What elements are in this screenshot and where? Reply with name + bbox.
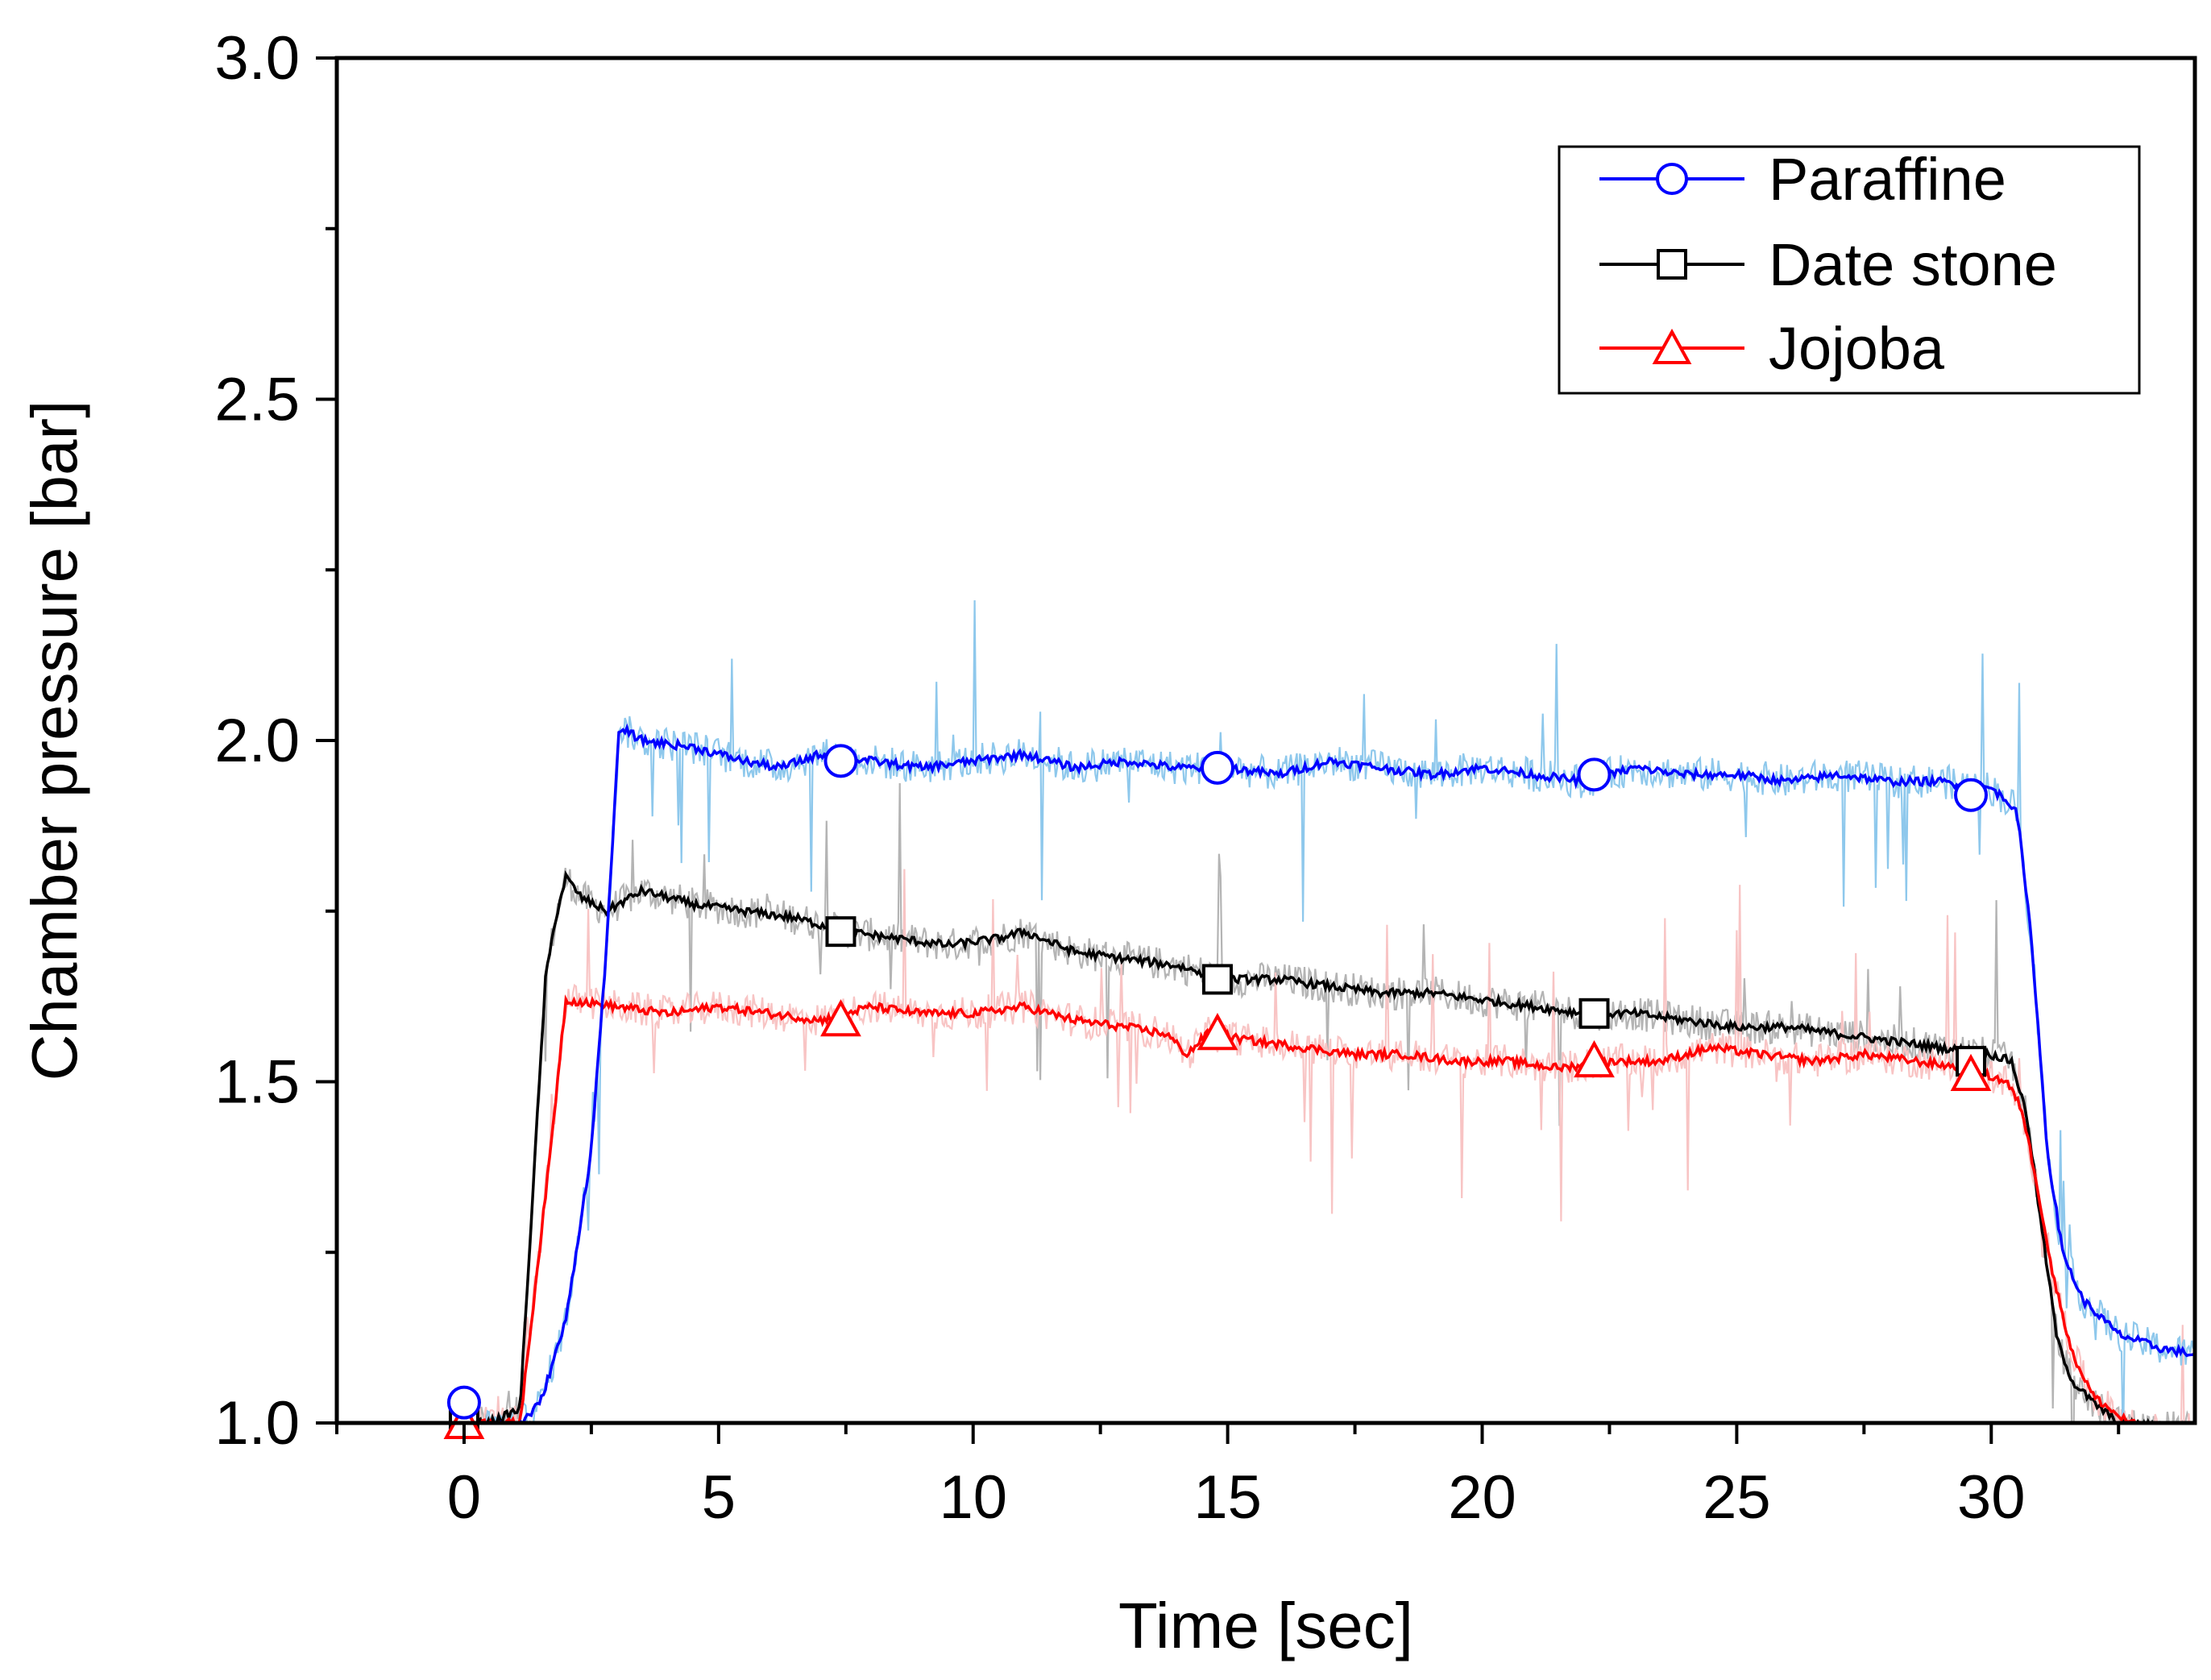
series-noise-jojoba — [455, 869, 2191, 1423]
legend-label-date-stone: Date stone — [1769, 231, 2057, 298]
legend-box — [1558, 145, 2141, 395]
marker-jojoba — [1950, 1053, 1992, 1092]
y-tick-label: 1.5 — [214, 1048, 300, 1117]
x-axis-title: Time [sec] — [1118, 1590, 1413, 1661]
marker-paraffine — [1954, 778, 1989, 812]
series-line-paraffine — [452, 723, 2195, 1423]
legend-label-jojoba: Jojoba — [1769, 315, 1945, 382]
marker-jojoba — [1197, 1013, 1238, 1051]
line-layer — [452, 723, 2195, 1423]
y-axis: 1.0 1.5 2.0 2.5 3.0 — [214, 24, 337, 1458]
marker-date-stone — [825, 916, 857, 948]
marker-paraffine — [1577, 757, 1612, 792]
y-tick-label: 1.0 — [214, 1389, 300, 1458]
marker-layer — [443, 744, 1992, 1439]
legend-label-paraffine: Paraffine — [1769, 146, 2006, 213]
x-tick-label: 30 — [1957, 1463, 2026, 1532]
series-line-date-stone — [454, 870, 2193, 1423]
legend-marker-jojoba — [1652, 328, 1692, 364]
x-axis: 0 5 10 15 20 25 30 — [335, 1423, 2121, 1532]
legend-entry-date-stone: Date stone — [1599, 231, 2057, 298]
legend-entry-jojoba: Jojoba — [1599, 315, 1945, 382]
marker-jojoba — [1574, 1039, 1615, 1078]
legend-marker-date-stone — [1657, 249, 1687, 280]
x-tick-label: 0 — [447, 1463, 481, 1532]
marker-date-stone — [1201, 964, 1233, 995]
x-tick-label: 5 — [702, 1463, 736, 1532]
legend-entry-paraffine: Paraffine — [1599, 146, 2006, 213]
marker-paraffine — [446, 1385, 481, 1420]
x-tick-label: 15 — [1193, 1463, 1262, 1532]
series-noise-date-stone — [453, 782, 2191, 1423]
y-tick-label: 2.0 — [214, 707, 300, 775]
legend-marker-paraffine — [1656, 163, 1688, 195]
y-axis-title: Chamber pressure [bar] — [19, 400, 90, 1081]
plot-area — [334, 56, 2197, 1439]
series-noise-paraffine — [453, 599, 2195, 1423]
x-tick-label: 25 — [1703, 1463, 1771, 1532]
series-line-jojoba — [455, 994, 2185, 1423]
marker-jojoba — [820, 999, 861, 1037]
x-tick-label: 10 — [939, 1463, 1007, 1532]
marker-date-stone — [1578, 998, 1610, 1029]
legend: Paraffine Date stone Jojoba — [1558, 145, 2141, 395]
x-tick-label: 20 — [1448, 1463, 1516, 1532]
marker-paraffine — [1200, 750, 1234, 785]
y-tick-label: 2.5 — [214, 366, 300, 434]
y-tick-label: 3.0 — [214, 24, 300, 93]
marker-paraffine — [823, 744, 858, 778]
